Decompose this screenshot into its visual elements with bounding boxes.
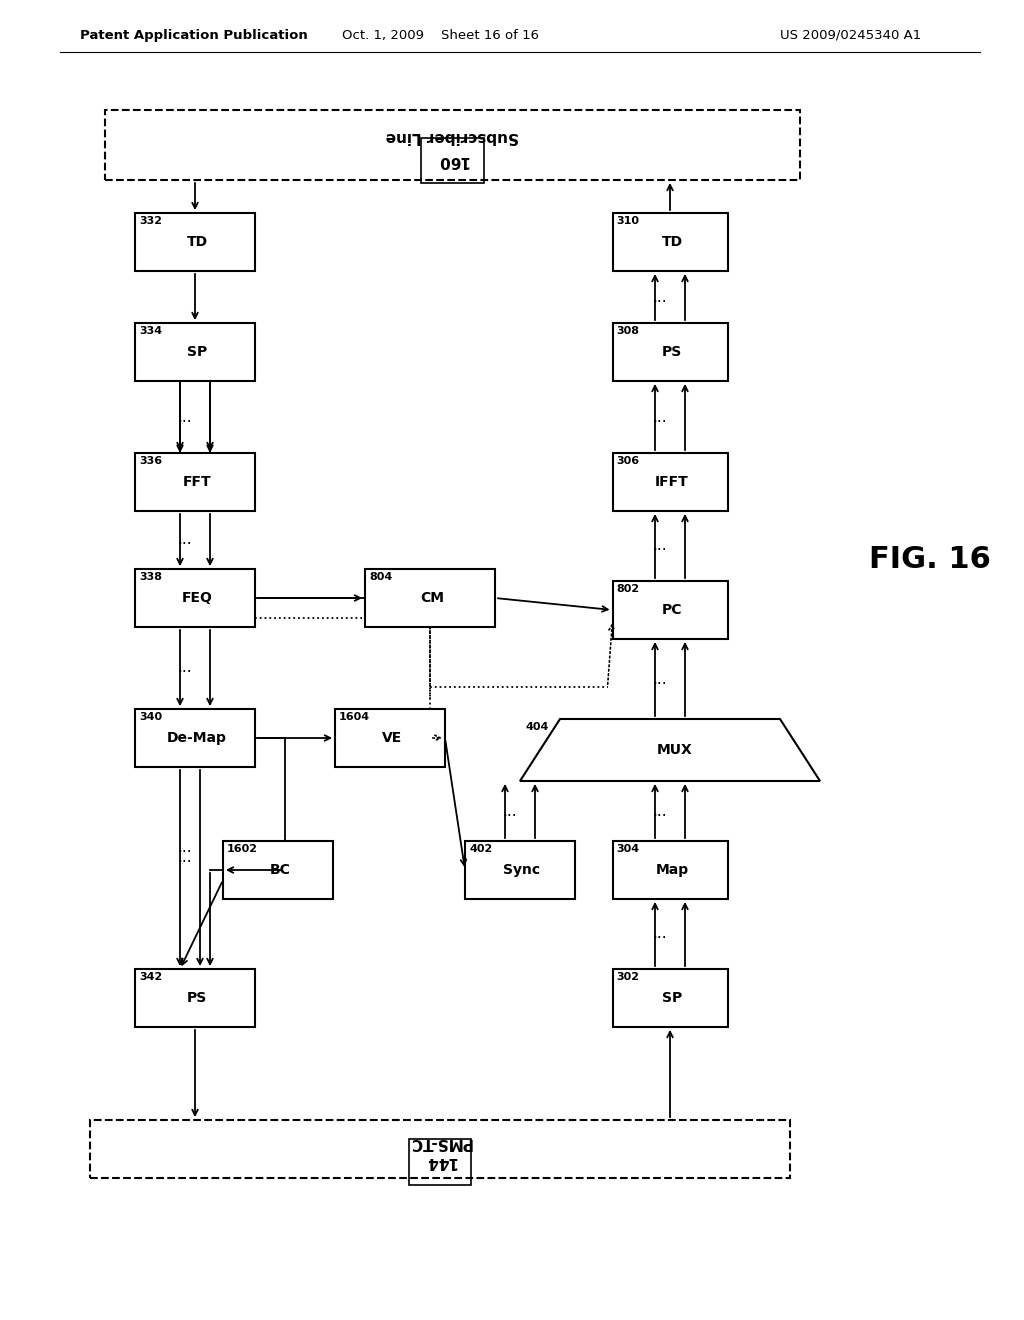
Bar	[105, 110, 800, 180]
Bar	[612, 841, 727, 899]
Text: Subscriber Line: Subscriber Line	[386, 129, 519, 144]
Text: SP: SP	[662, 991, 682, 1005]
Text: 308: 308	[616, 326, 640, 337]
Bar	[135, 709, 255, 767]
Text: VE: VE	[382, 731, 402, 744]
Text: Map: Map	[655, 863, 688, 876]
Text: Patent Application Publication: Patent Application Publication	[80, 29, 308, 41]
Text: 304: 304	[616, 843, 640, 854]
Text: 1604: 1604	[339, 711, 370, 722]
Text: 1602: 1602	[227, 843, 258, 854]
Bar	[612, 213, 727, 271]
Text: 342: 342	[139, 972, 162, 982]
Text: PS: PS	[186, 991, 207, 1005]
Text: 336: 336	[139, 455, 162, 466]
Text: ...: ...	[178, 409, 193, 425]
Text: US 2009/0245340 A1: US 2009/0245340 A1	[780, 29, 922, 41]
Text: 340: 340	[139, 711, 162, 722]
Text: 338: 338	[139, 572, 162, 582]
Text: 404: 404	[525, 722, 549, 733]
Text: 302: 302	[616, 972, 640, 982]
Bar	[135, 569, 255, 627]
Text: IFFT: IFFT	[655, 475, 689, 488]
Text: ...: ...	[652, 804, 668, 818]
Text: ...: ...	[178, 660, 193, 676]
Text: CM: CM	[420, 591, 444, 605]
Text: 802: 802	[616, 583, 640, 594]
Text: FFT: FFT	[182, 475, 211, 488]
Bar	[335, 709, 445, 767]
Bar	[223, 841, 333, 899]
Bar	[135, 969, 255, 1027]
Text: 306: 306	[616, 455, 640, 466]
Text: Sync: Sync	[504, 863, 541, 876]
Bar	[135, 453, 255, 511]
Text: MUX: MUX	[657, 743, 693, 756]
Text: FIG. 16: FIG. 16	[869, 545, 991, 574]
Text: ...: ...	[652, 672, 668, 686]
Text: ...: ...	[652, 927, 668, 941]
Bar	[612, 453, 727, 511]
Text: ...: ...	[503, 804, 517, 818]
Text: PC: PC	[662, 603, 682, 616]
Text: PS: PS	[662, 345, 682, 359]
Text: 332: 332	[139, 216, 162, 226]
Text: 402: 402	[469, 843, 493, 854]
Text: TD: TD	[186, 235, 208, 249]
Text: ...: ...	[178, 850, 193, 866]
Bar	[612, 323, 727, 381]
Bar	[465, 841, 575, 899]
Bar	[135, 323, 255, 381]
Text: 144: 144	[424, 1154, 456, 1170]
Text: TD: TD	[662, 235, 683, 249]
Bar	[365, 569, 495, 627]
Bar	[135, 213, 255, 271]
Bar	[612, 969, 727, 1027]
Text: ...: ...	[178, 532, 193, 548]
Text: 804: 804	[369, 572, 392, 582]
Text: BC: BC	[269, 863, 291, 876]
Text: 160: 160	[436, 153, 468, 168]
Text: ...: ...	[178, 841, 193, 855]
Text: 334: 334	[139, 326, 162, 337]
Text: ...: ...	[652, 289, 668, 305]
Text: Oct. 1, 2009    Sheet 16 of 16: Oct. 1, 2009 Sheet 16 of 16	[341, 29, 539, 41]
Text: FEQ: FEQ	[181, 591, 212, 605]
Text: De-Map: De-Map	[167, 731, 227, 744]
Polygon shape	[520, 719, 820, 781]
Text: SP: SP	[186, 345, 207, 359]
Text: 310: 310	[616, 216, 640, 226]
Bar	[90, 1119, 790, 1177]
Bar	[612, 581, 727, 639]
Text: ...: ...	[652, 409, 668, 425]
Text: ...: ...	[652, 539, 668, 553]
Text: PMS-TC: PMS-TC	[409, 1134, 471, 1150]
